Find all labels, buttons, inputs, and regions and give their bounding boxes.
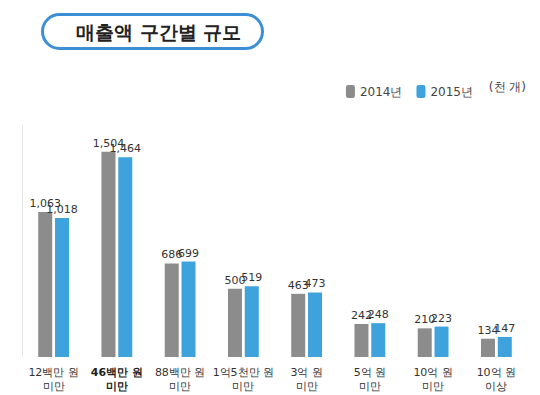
svg-text:미만: 미만 xyxy=(422,380,444,393)
svg-text:500: 500 xyxy=(224,273,246,287)
svg-text:매출액 구간별 규모: 매출액 구간별 규모 xyxy=(76,21,241,43)
svg-text:(천 개): (천 개) xyxy=(489,80,526,94)
svg-text:1,464: 1,464 xyxy=(110,142,141,155)
svg-text:미만: 미만 xyxy=(232,380,254,393)
svg-text:1억5천만 원: 1억5천만 원 xyxy=(213,366,275,379)
svg-text:10억 원: 10억 원 xyxy=(477,366,517,379)
svg-text:242: 242 xyxy=(351,309,372,322)
svg-text:223: 223 xyxy=(431,312,452,325)
svg-text:686: 686 xyxy=(161,248,183,262)
svg-text:3억 원: 3억 원 xyxy=(290,366,323,379)
svg-text:699: 699 xyxy=(178,247,199,260)
svg-text:미만: 미만 xyxy=(43,380,65,393)
svg-text:210: 210 xyxy=(414,313,436,327)
svg-text:미만: 미만 xyxy=(169,380,191,393)
svg-text:1,063: 1,063 xyxy=(29,196,61,210)
svg-text:463: 463 xyxy=(287,278,309,292)
svg-text:1,018: 1,018 xyxy=(46,203,78,216)
svg-text:미만: 미만 xyxy=(296,380,318,393)
svg-text:147: 147 xyxy=(494,322,515,335)
svg-text:519: 519 xyxy=(241,271,262,284)
svg-text:이상: 이상 xyxy=(485,380,507,393)
svg-text:1,504: 1,504 xyxy=(92,136,125,150)
svg-text:10억 원: 10억 원 xyxy=(413,366,453,379)
svg-text:2014년: 2014년 xyxy=(360,85,403,99)
svg-text:5억 원: 5억 원 xyxy=(354,366,387,379)
svg-text:248: 248 xyxy=(368,308,389,321)
svg-text:2015년: 2015년 xyxy=(430,85,473,99)
svg-text:134: 134 xyxy=(477,323,499,337)
svg-text:473: 473 xyxy=(305,277,326,290)
svg-text:미만: 미만 xyxy=(359,380,381,393)
svg-text:12백만 원: 12백만 원 xyxy=(28,366,79,379)
svg-text:미만: 미만 xyxy=(106,380,128,393)
svg-text:88백만 원: 88백만 원 xyxy=(155,366,206,379)
svg-text:46백만 원: 46백만 원 xyxy=(91,366,143,379)
